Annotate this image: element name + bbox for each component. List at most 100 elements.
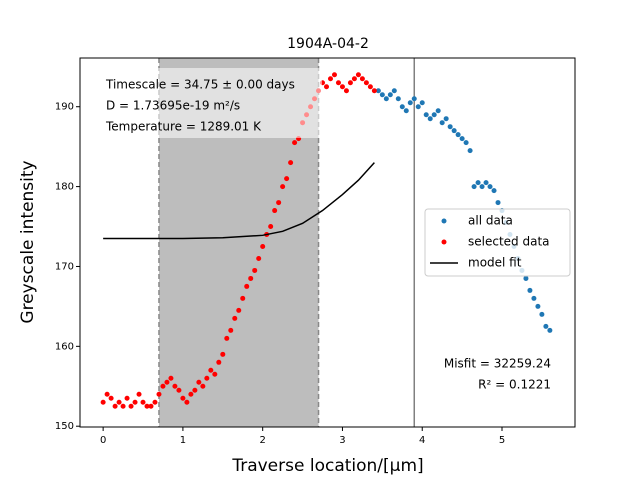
data-point <box>132 399 138 405</box>
data-point <box>375 88 381 94</box>
data-point <box>240 295 246 301</box>
data-point <box>144 403 150 409</box>
annotation-box <box>100 68 322 138</box>
legend-label: all data <box>468 214 513 228</box>
model-fit-line <box>103 162 375 240</box>
legend-label: model fit <box>468 256 522 270</box>
annotation: Temperature = 1289.01 K <box>105 120 262 134</box>
data-point <box>435 108 441 114</box>
data-point <box>168 375 174 381</box>
chart-title: 1904A-04-2 <box>287 36 369 52</box>
data-point <box>276 200 282 206</box>
data-point <box>108 395 114 401</box>
data-point <box>423 112 429 118</box>
data-point <box>188 391 194 397</box>
data-point <box>196 379 202 385</box>
data-point <box>459 136 465 142</box>
legend-swatch <box>441 239 447 245</box>
data-point <box>343 88 349 94</box>
data-point <box>447 124 453 130</box>
x-axis-label: Traverse location/[μm] <box>231 456 423 476</box>
y-tick-label: 170 <box>55 261 74 272</box>
data-point <box>156 391 162 397</box>
data-point <box>495 200 501 206</box>
annotation: D = 1.73695e-19 m²/s <box>106 99 240 113</box>
data-point <box>280 184 286 190</box>
y-tick-label: 180 <box>55 182 74 193</box>
data-point <box>443 116 449 122</box>
data-point <box>363 80 369 86</box>
data-point <box>359 76 365 82</box>
data-point <box>232 315 238 321</box>
data-point <box>200 383 206 389</box>
y-tick-label: 160 <box>55 341 74 352</box>
data-point <box>116 399 122 405</box>
data-point <box>483 180 489 186</box>
x-tick-label: 4 <box>419 435 425 446</box>
x-tick-label: 1 <box>180 435 186 446</box>
y-tick-label: 190 <box>55 102 74 113</box>
data-point <box>351 76 357 82</box>
data-point <box>220 351 226 357</box>
data-point <box>407 100 413 106</box>
data-point <box>128 403 134 409</box>
data-point <box>355 72 361 78</box>
data-point <box>475 180 481 186</box>
data-point <box>172 383 178 389</box>
legend-swatch <box>441 218 447 224</box>
data-point <box>471 184 477 190</box>
data-point <box>415 104 421 110</box>
x-tick-label: 3 <box>339 435 345 446</box>
data-point <box>379 92 385 98</box>
data-point <box>451 128 457 134</box>
data-point <box>324 84 330 90</box>
data-point <box>479 184 485 190</box>
data-point <box>347 80 353 86</box>
y-axis-label: Greyscale intensity <box>18 160 38 323</box>
data-point <box>491 188 497 194</box>
data-point <box>192 387 198 393</box>
data-point <box>535 303 541 309</box>
data-point <box>204 375 210 381</box>
annotation: R² = 0.1221 <box>478 378 551 392</box>
data-point <box>184 399 190 405</box>
data-point <box>331 72 337 78</box>
data-point <box>327 76 333 82</box>
data-point <box>467 148 473 154</box>
data-point <box>248 275 254 281</box>
data-point <box>395 96 401 102</box>
data-point <box>335 80 341 86</box>
annotation: Misfit = 32259.24 <box>444 357 551 371</box>
data-point <box>288 160 294 166</box>
plot-area <box>100 58 553 427</box>
data-point <box>160 383 166 389</box>
data-point <box>527 287 533 293</box>
x-tick-label: 5 <box>499 435 505 446</box>
data-point <box>387 92 393 98</box>
data-point <box>260 243 266 249</box>
legend-box <box>424 208 571 277</box>
data-point <box>272 208 278 214</box>
data-point <box>148 403 154 409</box>
data-point <box>391 88 397 94</box>
data-point <box>140 399 146 405</box>
data-point <box>411 96 417 102</box>
data-point <box>216 359 222 365</box>
data-point <box>399 104 405 110</box>
data-point <box>228 327 234 333</box>
data-point <box>403 108 409 114</box>
data-point <box>487 184 493 190</box>
data-point <box>371 88 377 94</box>
x-tick-label: 2 <box>259 435 265 446</box>
data-point <box>136 391 142 397</box>
data-point <box>268 224 274 230</box>
axes-frame <box>79 57 576 428</box>
data-point <box>152 399 158 405</box>
data-point <box>383 96 389 102</box>
legend-label: selected data <box>468 235 550 249</box>
data-point <box>104 391 110 397</box>
data-point <box>100 399 106 405</box>
data-point <box>176 387 182 393</box>
data-point <box>431 112 437 118</box>
